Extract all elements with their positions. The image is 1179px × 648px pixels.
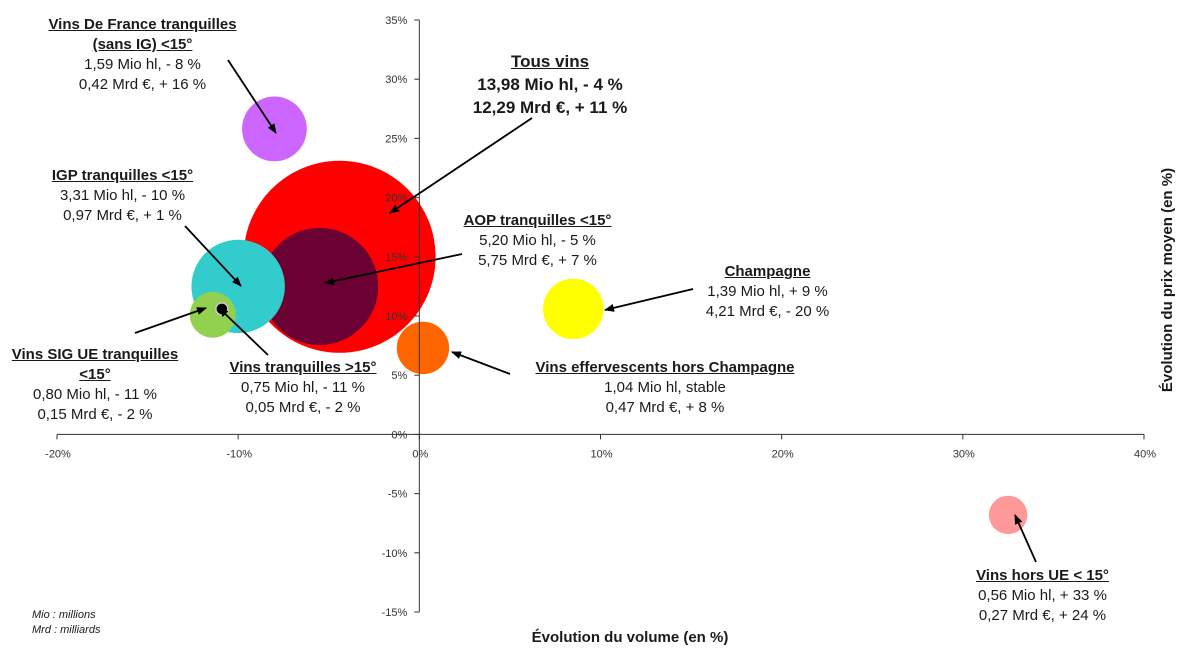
y-axis-title: Évolution du prix moyen (en %) [1159,168,1176,392]
arrow-aop [324,253,463,286]
label-aop: AOP tranquilles <15° 5,20 Mio hl, - 5 % … [440,211,635,271]
label-aop-value: 5,75 Mrd €, + 7 % [478,252,597,269]
label-champagne: Champagne 1,39 Mio hl, + 9 % 4,21 Mrd €,… [680,262,855,322]
label-sig-value: 0,15 Mrd €, - 2 % [37,406,153,423]
label-hors-ue-volume: 0,56 Mio hl, + 33 % [978,587,1107,604]
label-tous-vins-volume: 13,98 Mio hl, - 4 % [477,75,623,94]
arrow-igp [184,225,242,287]
label-igp-value: 0,97 Mrd €, + 1 % [63,207,182,224]
x-tick-label: 40% [1134,448,1156,460]
label-sig-ue: Vins SIG UE tranquilles <15° 0,80 Mio hl… [5,345,185,425]
label-vt15-value: 0,05 Mrd €, - 2 % [245,399,361,416]
label-tous-vins: Tous vins 13,98 Mio hl, - 4 % 12,29 Mrd … [440,50,660,119]
abbreviation-note: Mio : millions Mrd : milliards [32,608,100,638]
label-sig-name-2: <15° [79,366,111,383]
y-tick-label: -15% [382,607,408,619]
y-tick-label: 15% [385,252,407,264]
label-vt15-name: Vins tranquilles >15° [229,359,377,376]
label-vdf-value: 0,42 Mrd €, + 16 % [78,76,207,93]
label-vt15-volume: 0,75 Mio hl, - 11 % [241,379,365,396]
label-sig-volume: 0,80 Mio hl, - 11 % [33,386,157,403]
x-tick-label: 10% [590,448,612,460]
label-vins-tranquilles-15: Vins tranquilles >15° 0,75 Mio hl, - 11 … [208,358,398,418]
x-tick-label: 0% [412,448,428,460]
bubble-champagne [543,278,604,340]
x-tick-label: 20% [772,448,794,460]
arrow-tous-vins [389,117,533,214]
y-tick-label: 25% [385,133,407,145]
arrow-vins-tranquilles-15 [218,307,269,356]
label-champagne-name: Champagne [724,263,811,280]
y-tick-label: 0% [391,429,407,441]
label-eff-value: 0,47 Mrd €, + 8 % [605,399,725,416]
label-igp-name: IGP tranquilles <15° [51,167,194,184]
label-hors-ue-value: 0,27 Mrd €, + 24 % [978,607,1107,624]
label-effervescents: Vins effervescents hors Champagne 1,04 M… [505,358,825,418]
y-tick-label: 35% [385,15,407,27]
arrow-sig-ue [134,307,207,334]
y-tick-label: 30% [385,74,407,86]
y-tick-label: -10% [382,548,408,560]
label-igp-volume: 3,31 Mio hl, - 10 % [59,187,186,204]
label-hors-ue: Vins hors UE < 15° 0,56 Mio hl, + 33 % 0… [950,566,1135,626]
arrow-vins-de-france [227,59,277,134]
bubble-aop-tranquilles-15 [261,227,379,345]
x-tick-label: -20% [45,448,71,460]
label-vins-de-france: Vins De France tranquilles (sans IG) <15… [20,15,265,95]
note-mrd: Mrd : milliards [32,624,101,636]
arrow-champagne [604,288,694,312]
y-tick-label: 20% [385,193,407,205]
bubble-vins-tranquilles-15 [215,302,229,316]
arrow-effervescents [451,351,511,375]
label-eff-name: Vins effervescents hors Champagne [535,359,795,376]
label-tous-vins-name: Tous vins [510,52,590,71]
label-champagne-value: 4,21 Mrd €, - 20 % [705,303,830,320]
label-eff-volume: 1,04 Mio hl, stable [604,379,726,396]
label-aop-volume: 5,20 Mio hl, - 5 % [479,232,596,249]
arrow-hors-ue [1014,514,1037,563]
bubble-vins-effervescents-hors-champagne [396,321,450,375]
y-tick-label: 5% [391,370,407,382]
x-tick-label: -10% [226,448,252,460]
label-vdf-name-1: Vins De France tranquilles [48,16,237,33]
x-axis-title: Évolution du volume (en %) [532,629,729,646]
note-mio: Mio : millions [32,609,96,621]
label-sig-name-1: Vins SIG UE tranquilles [11,346,179,363]
label-vdf-volume: 1,59 Mio hl, - 8 % [84,56,201,73]
label-tous-vins-value: 12,29 Mrd €, + 11 % [472,98,628,117]
label-vdf-name-2: (sans IG) <15° [92,36,193,53]
label-aop-name: AOP tranquilles <15° [463,212,612,229]
label-igp: IGP tranquilles <15° 3,31 Mio hl, - 10 %… [25,166,220,226]
label-champagne-volume: 1,39 Mio hl, + 9 % [707,283,828,300]
bubble-vins-de-france-tranquilles-sans-ig-15 [242,96,307,162]
label-hors-ue-name: Vins hors UE < 15° [976,567,1109,584]
bubble-vins-sig-ue-tranquilles-15 [189,291,236,338]
x-tick-label: 30% [953,448,975,460]
y-tick-label: -5% [388,489,408,501]
y-tick-label: 10% [385,311,407,323]
